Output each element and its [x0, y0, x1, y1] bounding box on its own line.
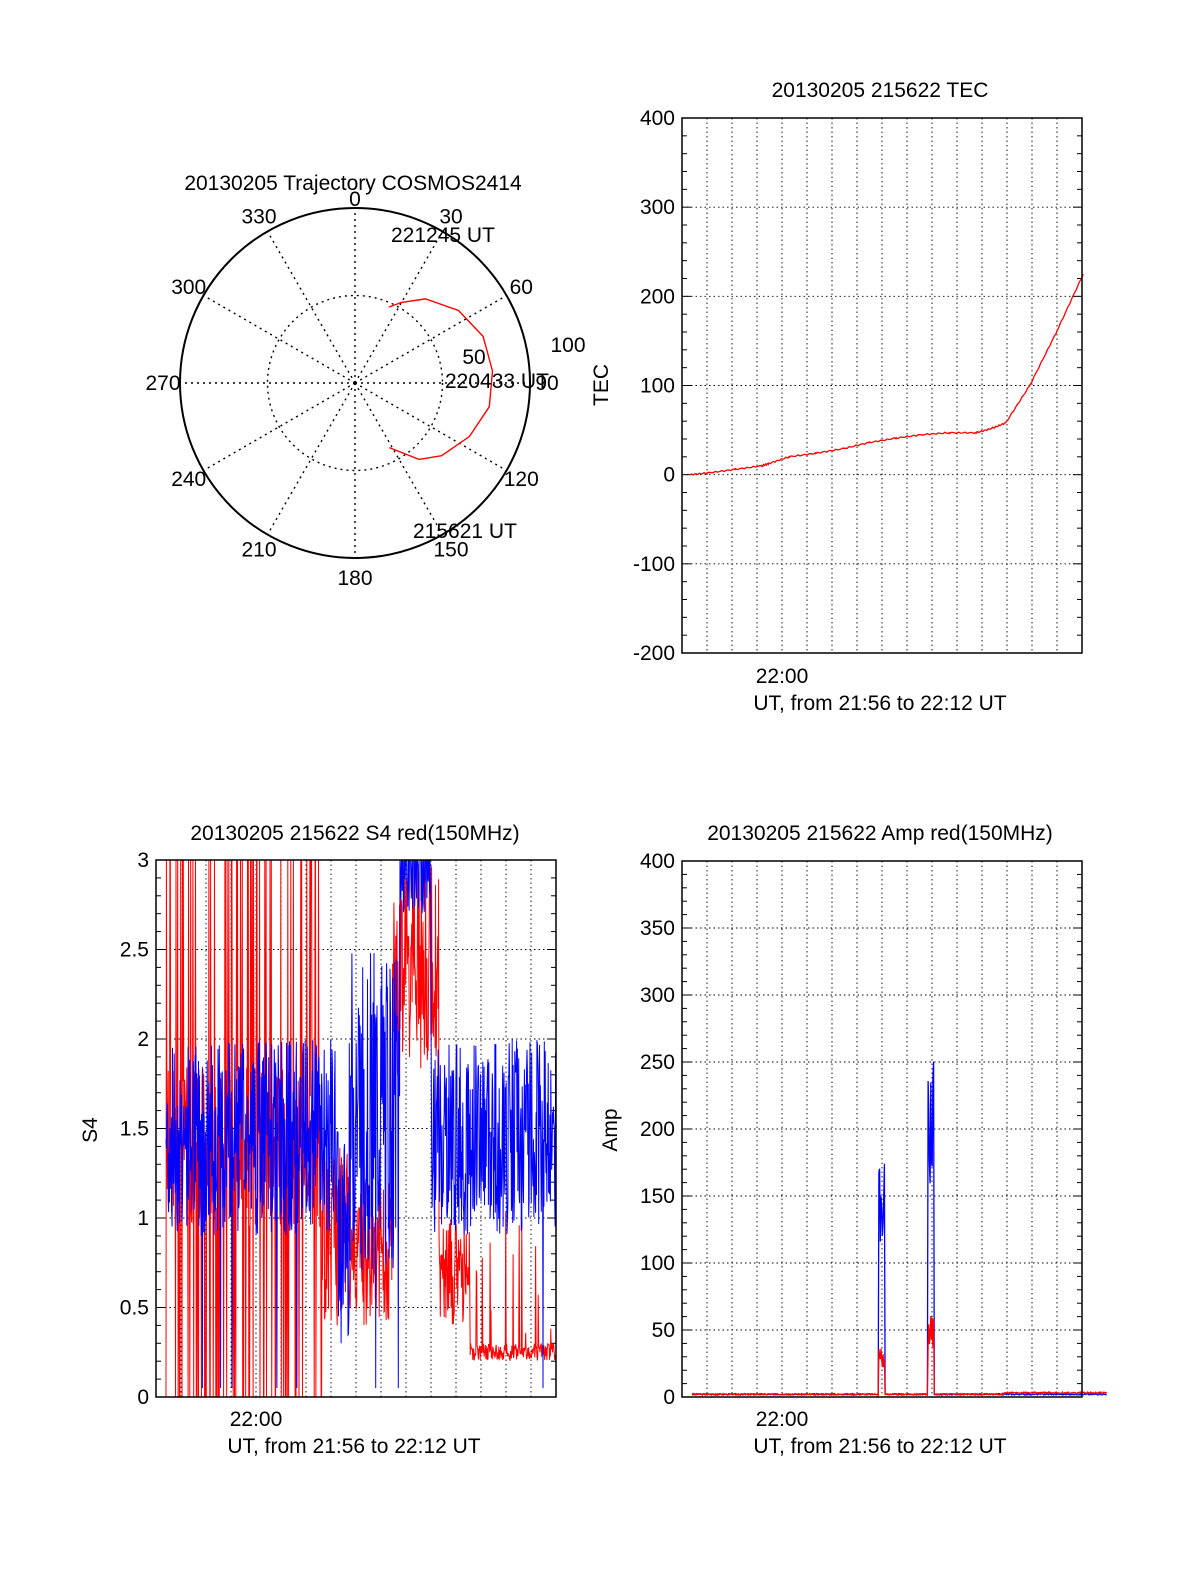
y-tick-label: 250: [640, 1051, 675, 1074]
azimuth-labels: 0 30 60 90 120 150 180 210 240 270 300 330: [145, 188, 558, 590]
y-tick-label: 50: [652, 1319, 675, 1342]
y-tick-label: 2.5: [120, 939, 149, 962]
polar-outer-circle: [179, 207, 531, 559]
azimuth-label-330: 330: [241, 206, 276, 229]
polar-spoke: [354, 382, 444, 535]
y-tick-label: 200: [640, 285, 675, 308]
y-tick-label: 100: [640, 1252, 675, 1275]
tec-x-axis-label: UT, from 21:56 to 22:12 UT: [753, 692, 1006, 715]
radial-label-100: 100: [550, 334, 585, 357]
tec-x-tick-label: 22:00: [756, 665, 809, 688]
polar-spoke: [266, 382, 356, 535]
tec-y-axis-label: TEC: [590, 364, 613, 406]
azimuth-label-270: 270: [145, 372, 180, 395]
azimuth-label-60: 60: [510, 276, 533, 299]
polar-spoke: [203, 382, 356, 472]
y-tick-label: 3: [137, 849, 149, 872]
polar-spoke: [354, 231, 444, 384]
tec-grid: [682, 118, 1082, 653]
polar-spoke: [354, 382, 507, 472]
y-tick-label: 400: [640, 107, 675, 130]
polar-grid: [180, 208, 530, 558]
y-tick-label: 400: [640, 850, 675, 873]
tec-y-tick-labels: 400 300 200 100 0 -100 -200: [633, 107, 675, 665]
amp-plot: 20130205 215622 Amp red(150MHz) 400 350 30…: [599, 822, 1108, 1458]
y-tick-label: 0.5: [120, 1297, 149, 1320]
azimuth-label-90: 90: [535, 372, 558, 395]
s4-grid: [156, 860, 556, 1397]
polar-ring-50: [266, 294, 444, 472]
y-tick-label: 350: [640, 917, 675, 940]
amp-plot-frame: [681, 860, 1083, 1398]
s4-plot: 20130205 215622 S4 red(150MHz) 3 2.5 2 1.5 1…: [79, 822, 557, 1458]
amp-x-axis-label: UT, from 21:56 to 22:12 UT: [753, 1435, 1006, 1458]
s4-x-axis-label: UT, from 21:56 to 22:12 UT: [227, 1435, 480, 1458]
y-tick-label: 0: [137, 1386, 149, 1409]
y-tick-label: 100: [640, 375, 675, 398]
azimuth-label-240: 240: [171, 468, 206, 491]
s4-plot-frame: [155, 859, 557, 1398]
amp-red-series-line: [691, 1315, 1108, 1398]
amp-x-tick-label: 22:00: [756, 1408, 809, 1431]
polar-spoke: [266, 231, 356, 384]
s4-y-axis-label: S4: [79, 1117, 102, 1143]
tec-plot: 20130205 215622 TEC 400 300 200 100 0 -100 -20…: [590, 79, 1084, 715]
tec-plot-frame: [681, 117, 1083, 654]
y-tick-label: 0: [663, 464, 675, 487]
tec-series-line: [689, 274, 1084, 476]
s4-blue-series-line: [165, 860, 556, 1389]
s4-x-tick-label: 22:00: [230, 1408, 283, 1431]
y-tick-label: -200: [633, 642, 675, 665]
trajectory-title: 20130205 Trajectory COSMOS2414: [184, 172, 522, 195]
radial-label-50: 50: [462, 346, 485, 369]
s4-title: 20130205 215622 S4 red(150MHz): [190, 822, 519, 845]
amp-title: 20130205 215622 Amp red(150MHz): [707, 822, 1053, 845]
y-tick-label: 300: [640, 196, 675, 219]
y-tick-label: 150: [640, 1185, 675, 1208]
tec-title: 20130205 215622 TEC: [772, 79, 989, 102]
trajectory-polar-plot: 20130205 Trajectory COSMOS2414 0 30 60 90 12…: [145, 172, 585, 590]
y-tick-label: 300: [640, 984, 675, 1007]
amp-blue-series-line: [691, 1061, 1107, 1397]
azimuth-label-150: 150: [433, 538, 468, 561]
azimuth-label-30: 30: [439, 206, 462, 229]
y-tick-label: 2: [137, 1028, 149, 1051]
azimuth-label-0: 0: [349, 188, 361, 211]
polar-spoke: [203, 294, 356, 384]
azimuth-label-180: 180: [337, 567, 372, 590]
track-annotation-end: 221245 UT: [391, 224, 495, 247]
azimuth-label-120: 120: [504, 468, 539, 491]
y-tick-label: 1: [137, 1207, 149, 1230]
azimuth-label-210: 210: [241, 538, 276, 561]
polar-spoke: [354, 294, 507, 384]
amp-y-tick-labels: 400 350 300 250 200 150 100 50 0: [640, 850, 675, 1409]
track-annotation-start: 215621 UT: [413, 520, 517, 543]
s4-y-tick-labels: 3 2.5 2 1.5 1 0.5 0: [120, 849, 149, 1409]
amp-y-axis-label: Amp: [599, 1108, 622, 1151]
track-annotation-mid: 220433 UT: [445, 370, 549, 393]
y-tick-label: -100: [633, 553, 675, 576]
satellite-track-line: [388, 298, 494, 461]
azimuth-label-300: 300: [171, 276, 206, 299]
y-tick-label: 0: [663, 1386, 675, 1409]
y-tick-label: 200: [640, 1118, 675, 1141]
amp-grid: [682, 861, 1082, 1397]
y-tick-label: 1.5: [120, 1118, 149, 1141]
